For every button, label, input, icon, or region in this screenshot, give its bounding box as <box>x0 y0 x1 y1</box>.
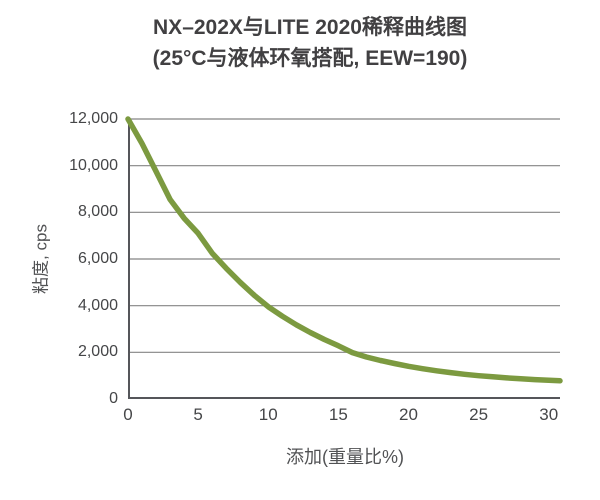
y-tick-label-2000: 2,000 <box>77 343 118 361</box>
x-tick-label-30: 30 <box>539 405 559 424</box>
x-tick-label-15: 15 <box>328 405 348 424</box>
y-tick-label-10000: 10,000 <box>69 156 118 174</box>
x-tick-label-10: 10 <box>258 405 278 424</box>
x-axis-title: 添加(重量比%) <box>286 447 404 467</box>
plot-canvas <box>125 116 563 399</box>
plot-area <box>125 116 563 399</box>
chart-subtitle: (25°C与液体环氧搭配, EEW=190) <box>152 47 468 70</box>
dilution-curve-line <box>125 116 563 384</box>
x-tick-label-25: 25 <box>469 405 489 424</box>
x-tick-label-5: 5 <box>193 405 203 424</box>
chart-title: NX–202X与LITE 2020稀释曲线图 <box>153 16 467 39</box>
x-tick-label-20: 20 <box>399 405 418 424</box>
x-tick-label-0: 0 <box>123 405 133 424</box>
y-tick-label-6000: 6,000 <box>77 250 118 267</box>
y-tick-label-12000: 12,000 <box>69 110 118 127</box>
y-tick-label-4000: 4,000 <box>77 296 118 314</box>
chart-title-block: NX–202X与LITE 2020稀释曲线图 (25°C与液体环氧搭配, EEW… <box>20 12 600 74</box>
y-tick-label-0: 0 <box>109 390 118 407</box>
y-tick-label-8000: 8,000 <box>77 203 118 221</box>
